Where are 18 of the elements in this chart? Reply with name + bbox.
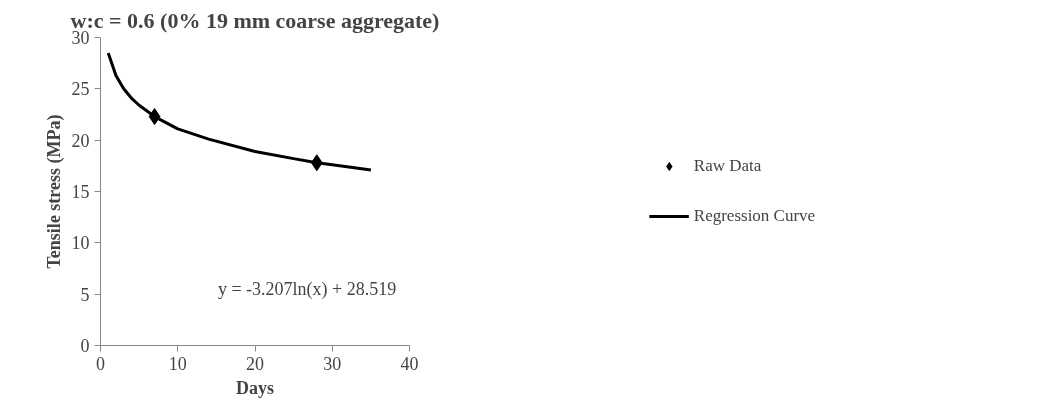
x-tick-label: 20 (246, 353, 264, 374)
y-tick-label: 15 (71, 182, 90, 202)
line-series (106, 51, 373, 172)
y-tick-label: 10 (71, 233, 90, 254)
y-tick-label: 0 (80, 336, 90, 356)
y-tick-label: 25 (71, 79, 90, 100)
y-tick-label: 5 (80, 284, 90, 305)
x-tick-label: 10 (168, 353, 187, 374)
annotation: y = -3.207ln(x) + 28.519 (217, 279, 397, 301)
x-tick-label: 40 (400, 353, 419, 374)
legend-label: Regression Curve (693, 206, 816, 226)
legend-label: Raw Data (693, 156, 762, 176)
y-tick-label: 20 (71, 130, 90, 151)
y-axis-title: Tensile stress (MPa) (43, 114, 65, 269)
x-tick-label: 30 (323, 353, 342, 374)
y-tick-label: 30 (71, 28, 90, 48)
x-axis-title: Days (236, 377, 275, 398)
x-tick-label: 0 (96, 353, 105, 374)
